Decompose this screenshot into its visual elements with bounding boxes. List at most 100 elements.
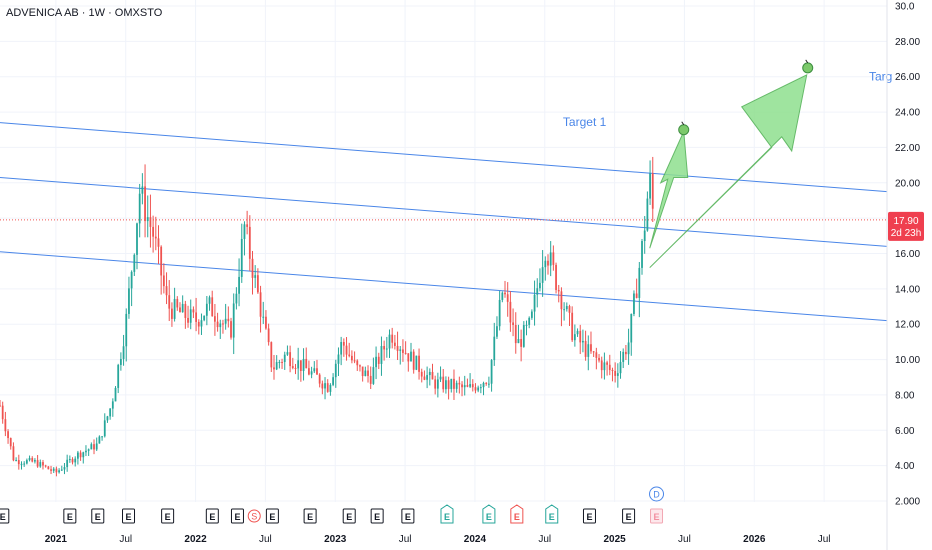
price-badge-value: 17.90: [893, 216, 918, 227]
earnings-marker: [440, 504, 454, 524]
apple-icon: [802, 62, 814, 74]
candle-body: [407, 353, 410, 362]
candle-body: [87, 449, 90, 451]
earnings-marker: [0, 508, 10, 524]
candle-body: [367, 370, 369, 376]
candle-body: [291, 366, 294, 368]
price-tick-label: 6.00: [895, 426, 915, 437]
candle-body: [28, 458, 31, 461]
candle-body: [316, 368, 318, 375]
candle-body: [560, 291, 563, 310]
candle-body: [149, 217, 152, 227]
time-tick-label: 2026: [743, 534, 766, 545]
event-markers: EEEEEEEESEEEEEEEEEEEED: [0, 486, 665, 524]
price-tick-label: 14.00: [895, 284, 920, 295]
candle-body: [238, 276, 240, 294]
candle-body: [256, 275, 259, 293]
candle-body: [393, 342, 396, 346]
candle-body: [630, 313, 633, 343]
candle-body: [119, 358, 122, 365]
candle-body: [179, 307, 181, 313]
earnings-marker: [401, 508, 415, 524]
candle-body: [205, 303, 208, 316]
candle-body: [60, 469, 63, 471]
candle-body: [63, 467, 66, 470]
price-tick-label: 24.00: [895, 108, 920, 119]
candle-body: [109, 408, 112, 417]
candle-body: [184, 303, 187, 318]
earnings-marker-label: E: [269, 512, 275, 522]
candle-body: [130, 271, 133, 289]
earnings-marker-label: E: [209, 512, 215, 522]
candle-body: [399, 349, 402, 351]
candle-body: [197, 321, 200, 327]
price-tick-label: 12.00: [895, 320, 920, 331]
candle-body: [616, 373, 619, 376]
time-tick-label: Jul: [818, 534, 831, 545]
candle-body: [627, 342, 630, 355]
candle-body: [391, 334, 394, 343]
candle-body: [525, 324, 528, 326]
candle-body: [402, 349, 404, 353]
candle-body: [555, 264, 557, 290]
candle-body: [181, 303, 184, 313]
candle-body: [469, 384, 471, 387]
candle-body: [273, 367, 275, 370]
earnings-marker: [91, 508, 105, 524]
target2-label: Targ: [869, 69, 892, 83]
candles: [0, 156, 654, 477]
candle-body: [455, 382, 458, 389]
candle-body: [321, 383, 324, 389]
price-axis[interactable]: 2.0004.006.008.0010.0012.0014.0016.0018.…: [895, 2, 920, 508]
candle-body: [326, 383, 329, 392]
candle-body: [211, 297, 214, 317]
candle-body: [313, 368, 316, 372]
candle-body: [74, 458, 77, 463]
candle-body: [579, 330, 582, 343]
candle-body: [383, 346, 386, 350]
candle-body: [214, 316, 216, 322]
candle-body: [262, 316, 265, 318]
candle-body: [426, 375, 429, 380]
candle-body: [649, 173, 651, 199]
candle-body: [445, 380, 447, 390]
earnings-marker: [650, 508, 664, 524]
time-axis[interactable]: 2021 Jul 2022 Jul 2023 Jul 2024 Jul 2025 Jul 2026 J…: [45, 534, 831, 545]
dividend-marker-label: D: [653, 490, 660, 500]
candle-body: [289, 352, 292, 367]
candle-body: [423, 376, 426, 380]
candle-body: [342, 342, 345, 346]
candle-body: [608, 364, 611, 370]
apple-icons: [678, 59, 814, 136]
candle-body: [544, 260, 547, 268]
time-tick-label: 2022: [184, 534, 207, 545]
candle-body: [412, 351, 415, 370]
candle-body: [552, 252, 555, 265]
apple-stem-icon: [681, 121, 685, 126]
candle-body: [595, 352, 598, 358]
price-tick-label: 28.00: [895, 37, 920, 48]
candle-body: [600, 360, 603, 371]
target2-arrow[interactable]: [649, 74, 808, 268]
candle-body: [168, 295, 171, 309]
candle-body: [93, 444, 95, 450]
candle-body: [375, 356, 377, 368]
candle-body: [12, 446, 15, 461]
candle-body: [479, 387, 482, 389]
candle-body: [68, 459, 71, 461]
candle-body: [154, 236, 157, 239]
candle-body: [222, 323, 224, 325]
price-tick-label: 20.00: [895, 178, 920, 189]
chart-title: ADVENICA AB · 1W · OMXSTO: [6, 7, 163, 19]
candle-body: [345, 345, 348, 355]
candle-body: [232, 303, 235, 338]
candle-body: [619, 361, 622, 374]
candle-body: [337, 354, 340, 364]
candle-body: [136, 223, 138, 255]
earnings-marker-label: E: [654, 512, 660, 522]
candle-body: [95, 443, 98, 450]
candle-body: [254, 275, 257, 278]
candle-body: [557, 289, 560, 292]
candle-body: [487, 383, 490, 385]
